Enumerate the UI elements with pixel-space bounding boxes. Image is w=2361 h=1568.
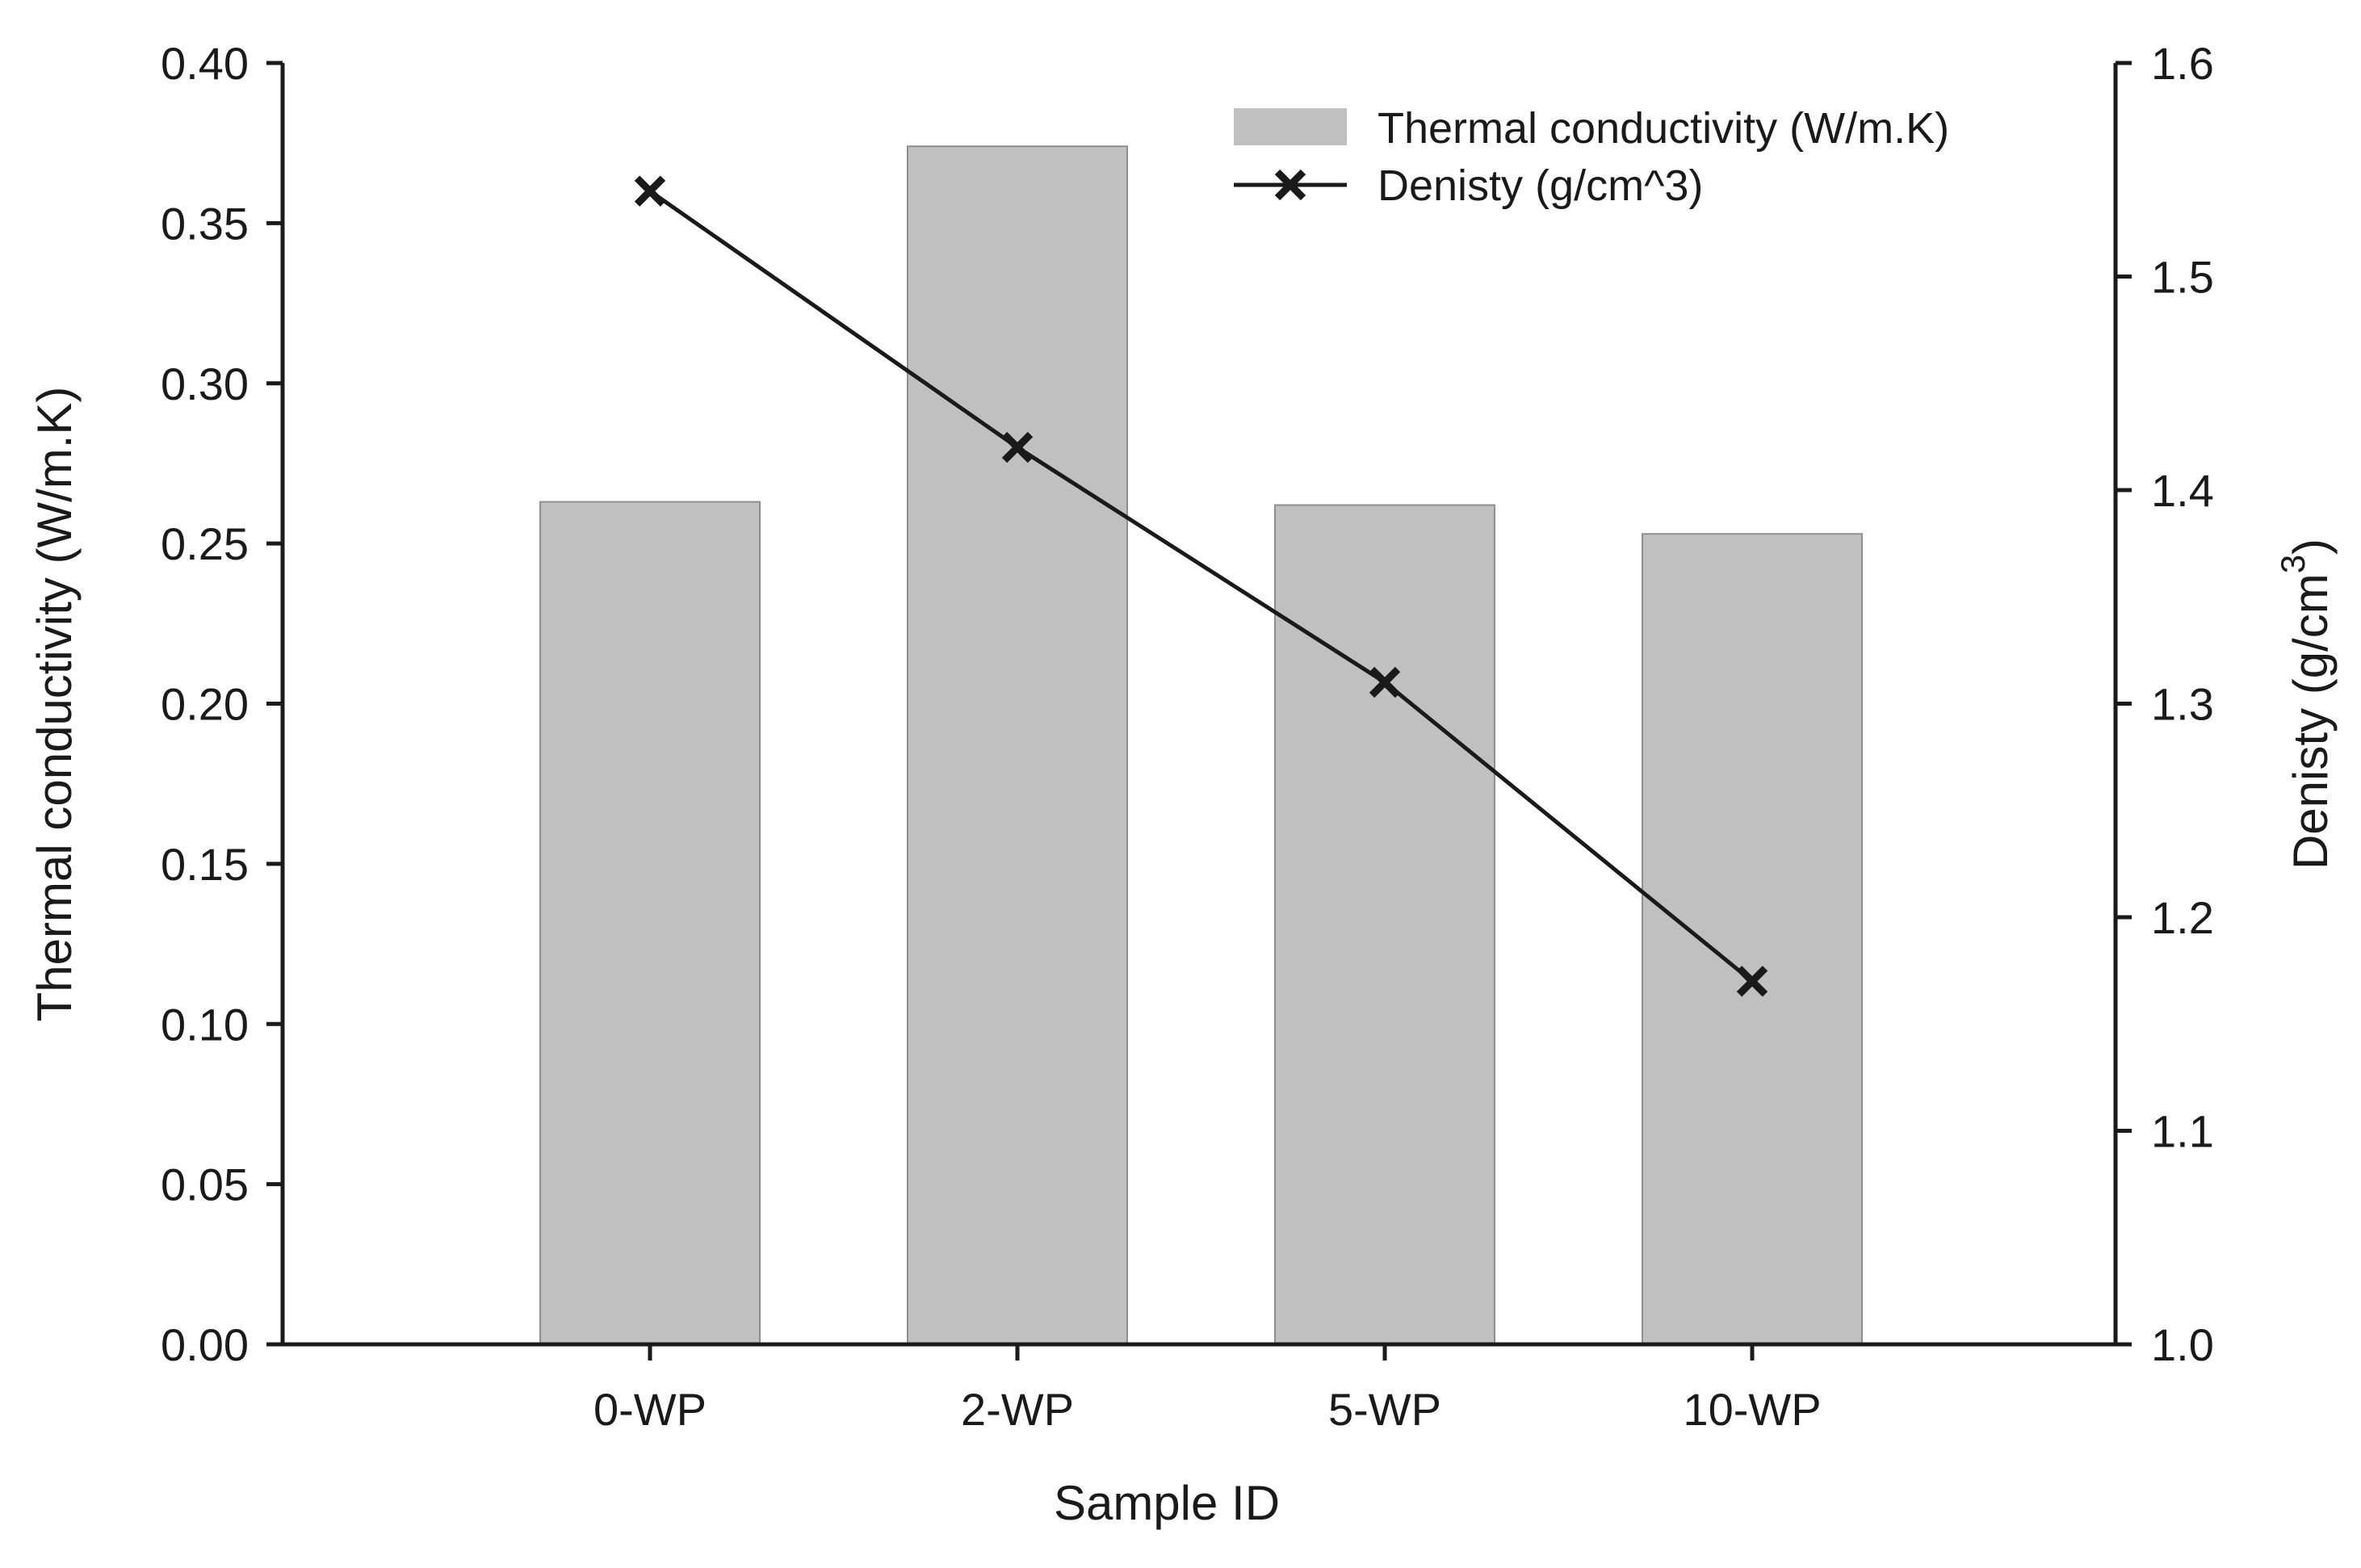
density-line: [648, 189, 1754, 983]
density-marker-stroke: [1369, 666, 1401, 698]
left-axis-ticks: 0.00 0.05 0.10 0.15 0.20 0.25 0.30 0.35 0.40: [161, 38, 283, 1370]
right-axis-title-close: ): [2283, 539, 2338, 555]
bar-0-wp: [539, 501, 761, 1345]
left-tick-label: 0.40: [161, 38, 249, 89]
legend-label-density: Denisty (g/cm^3): [1378, 161, 1703, 210]
right-axis-title: Denisty (g/cm3): [2274, 539, 2338, 870]
legend: Thermal conductivity (W/m.K) Denisty (g/…: [1234, 104, 1949, 210]
bar-10-wp: [1642, 533, 1863, 1345]
x-axis-ticks: 0-WP 2-WP 5-WP 10-WP: [593, 1344, 1822, 1435]
right-tick-label: 1.3: [2151, 679, 2214, 730]
left-tick-label: 0.35: [161, 198, 249, 249]
left-tick-label: 0.05: [161, 1159, 249, 1210]
right-axis-title-main: Denisty (g/cm: [2283, 573, 2338, 870]
density-marker-stroke: [1736, 966, 1768, 997]
left-tick-label: 0.30: [161, 358, 249, 409]
density-series: [634, 175, 1768, 997]
x-axis-title: Sample ID: [1054, 1476, 1280, 1530]
right-tick-label: 1.5: [2151, 252, 2214, 303]
legend-marker-density-icon: [1274, 169, 1306, 201]
legend-swatch-thermal-conductivity: [1234, 108, 1347, 145]
bar-2-wp: [907, 145, 1128, 1345]
density-marker-2-wp: [1001, 431, 1034, 463]
density-marker-stroke: [634, 175, 666, 207]
right-axis-title-superscript: 3: [2274, 555, 2312, 573]
bars-layer: [539, 145, 1863, 1345]
x-tick-label-2-wp: 2-WP: [961, 1384, 1074, 1435]
right-tick-label: 1.6: [2151, 38, 2214, 89]
x-tick-label-5-wp: 5-WP: [1328, 1384, 1441, 1435]
density-marker-stroke: [1001, 431, 1034, 463]
left-tick-label: 0.15: [161, 839, 249, 890]
density-marker-0-wp: [634, 175, 666, 207]
left-axis-title: Thermal conductivity (W/m.K): [27, 387, 82, 1022]
right-tick-label: 1.2: [2151, 892, 2214, 943]
right-tick-label: 1.0: [2151, 1319, 2214, 1370]
left-tick-label: 0.10: [161, 999, 249, 1050]
right-tick-label: 1.4: [2151, 465, 2214, 516]
left-tick-label: 0.00: [161, 1319, 249, 1370]
bar-5-wp: [1274, 504, 1495, 1345]
left-tick-label: 0.20: [161, 679, 249, 730]
x-tick-label-10-wp: 10-WP: [1683, 1384, 1821, 1435]
right-axis-ticks: 1.0 1.1 1.2 1.3 1.4 1.5 1.6: [2116, 38, 2214, 1370]
left-tick-label: 0.25: [161, 518, 249, 569]
legend-label-thermal-conductivity: Thermal conductivity (W/m.K): [1378, 104, 1949, 153]
x-tick-label-0-wp: 0-WP: [593, 1384, 707, 1435]
density-marker-10-wp: [1736, 966, 1768, 997]
density-marker-5-wp: [1369, 666, 1401, 698]
right-tick-label: 1.1: [2151, 1106, 2214, 1157]
